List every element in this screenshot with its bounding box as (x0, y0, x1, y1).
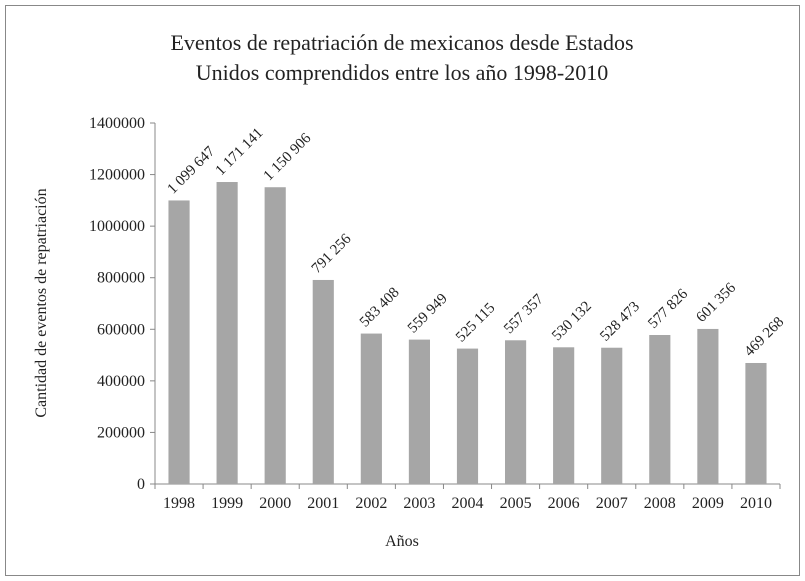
bar (745, 362, 767, 484)
x-tick-label: 2002 (355, 495, 387, 512)
x-tick-label: 2009 (692, 495, 724, 512)
y-tick-label: 1000000 (89, 218, 145, 235)
y-tick-label: 600000 (97, 321, 145, 338)
y-tick-label: 800000 (97, 270, 145, 287)
x-axis-label: Años (385, 533, 419, 550)
bar (456, 348, 479, 484)
bar (601, 347, 623, 484)
bar (408, 339, 430, 484)
x-tick-label: 2003 (403, 495, 435, 512)
x-tick-label: 2005 (500, 495, 532, 512)
bar (553, 347, 575, 484)
bar (216, 182, 238, 484)
y-tick-label: 400000 (97, 373, 145, 390)
y-axis-label: Cantidad de eventos de repatriación (33, 188, 50, 417)
y-tick-label: 1400000 (89, 115, 145, 132)
bar (697, 328, 719, 484)
bar (505, 340, 527, 484)
x-tick-label: 1999 (211, 495, 243, 512)
y-tick-label: 200000 (97, 424, 145, 441)
chart-title: Eventos de repatriación de mexicanos des… (170, 30, 633, 55)
bar (649, 335, 671, 484)
bar (360, 333, 382, 484)
x-tick-label: 2000 (259, 495, 291, 512)
y-tick-label: 1200000 (89, 167, 145, 184)
bar (168, 200, 190, 484)
chart-title: Unidos comprendidos entre los año 1998-2… (196, 60, 608, 85)
bar (312, 279, 334, 484)
x-tick-label: 2001 (307, 495, 339, 512)
bar (264, 187, 286, 485)
x-tick-label: 2006 (548, 495, 580, 512)
x-tick-label: 2008 (644, 495, 676, 512)
x-tick-label: 1998 (163, 495, 195, 512)
x-tick-label: 2010 (740, 495, 772, 512)
x-tick-label: 2004 (452, 495, 484, 512)
x-tick-label: 2007 (596, 495, 628, 512)
y-tick-label: 0 (137, 476, 145, 493)
